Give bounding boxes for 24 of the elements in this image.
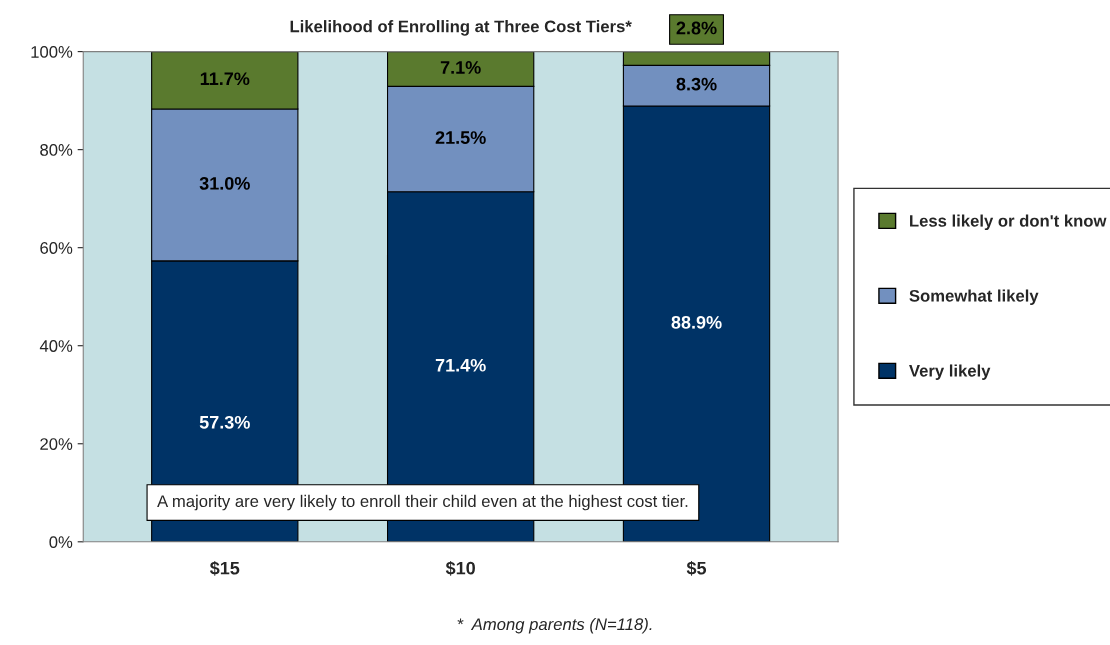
y-tick-label: 0%	[49, 536, 73, 548]
x-tick-label: $15	[209, 560, 240, 576]
data-label: 21.5%	[435, 131, 486, 144]
legend-label: Very likely	[909, 364, 991, 380]
chart-title: Likelihood of Enrolling at Three Cost Tiers*	[290, 20, 632, 36]
data-label: 88.9%	[671, 315, 722, 329]
data-label: 57.3%	[199, 415, 250, 429]
y-tick-label: 100%	[31, 46, 73, 58]
data-label: 2.8%	[676, 21, 717, 35]
text: * Among parents (N=118).	[457, 617, 652, 634]
y-tick-label: 60%	[40, 242, 73, 254]
y-tick-label: 40%	[39, 340, 73, 352]
annotation: A majority are very likely to enroll their child even at the highest cost tier.	[157, 494, 688, 511]
x-tick-label: $10	[445, 560, 475, 576]
data-label: 31.0%	[199, 177, 250, 190]
legend-label: Less likely or don't know	[910, 214, 1107, 231]
data-label: 8.3%	[676, 77, 717, 91]
data-label: 7.1%	[440, 61, 481, 74]
y-tick-label: 80%	[40, 144, 73, 156]
y-tick-label: 20%	[40, 438, 73, 450]
x-tick-label: $5	[686, 560, 707, 576]
data-label: 71.4%	[435, 358, 486, 372]
data-label: 11.7%	[200, 72, 250, 86]
legend-label: Somewhat likely	[909, 289, 1039, 306]
